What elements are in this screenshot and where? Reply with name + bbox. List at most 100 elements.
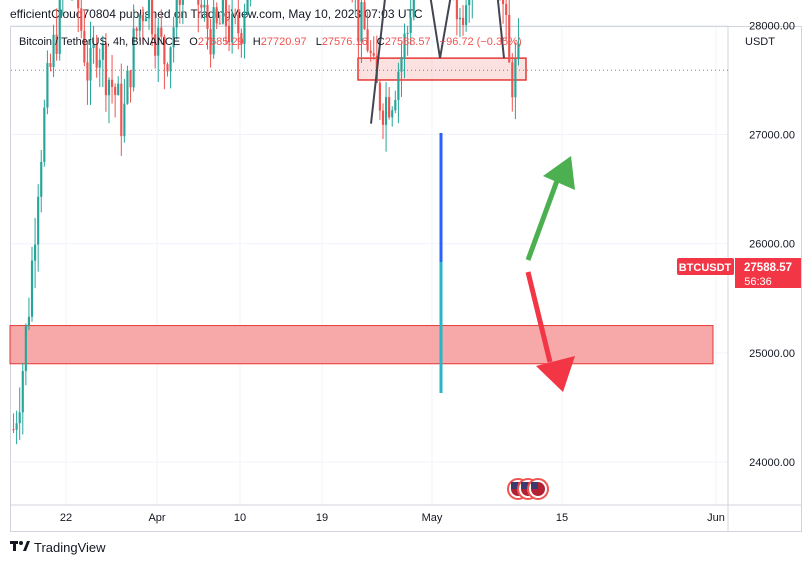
candle-body [98,59,101,68]
currency-label: USDT [745,36,775,48]
candle-body [147,0,151,19]
candle-body [209,28,212,55]
tradingview-logo-icon[interactable] [10,540,30,555]
candle-body [458,17,462,20]
x-tick-label: Apr [148,512,165,524]
candle-body [163,36,166,65]
x-tick-label: 22 [60,512,72,524]
x-tick-label: 19 [316,512,328,524]
candle-body [178,0,181,5]
candle-body [132,28,135,88]
support-zone [9,325,714,365]
y-tick-label: 26000.00 [749,239,795,251]
candle-body [86,62,89,81]
drawings [11,0,728,500]
candle-body [172,27,175,48]
chart-frame [10,26,802,532]
candle-body [384,97,388,125]
candle-body [391,110,394,118]
symbol-tag-label: BTCUSDT [679,262,732,274]
candle-body [397,71,400,101]
bullish-arrow-head [543,156,575,190]
open-value: 27685.29 [197,36,244,48]
y-tick-label: 27000.00 [749,130,795,142]
candle-body [461,17,465,26]
bearish-arrow-head [536,356,575,392]
candle-body [218,23,221,25]
time-axis: 22 Apr 10 19 May 15 Jun [60,512,725,524]
candle-body [215,7,218,24]
x-tick-label: 10 [234,512,246,524]
candle-body [508,14,511,63]
candle-body [110,79,114,87]
candle-body [501,0,505,5]
candle-body [406,32,409,34]
candle-body [203,4,206,8]
candle-body [517,43,520,59]
y-tick-label: 24000.00 [749,457,795,469]
y-tick-label: 25000.00 [749,348,795,360]
low-label: L [315,36,322,48]
candle-body [409,17,412,33]
symbol-label: Bitcoin / TetherUS, 4h, BINANCE [19,36,181,48]
candle-body [388,97,391,118]
candle-body [18,412,21,424]
high-value: 27720.97 [260,36,307,48]
close-value: 27588.57 [384,36,431,48]
candle-body [197,0,200,5]
candle-body [505,4,508,15]
candle-body [92,44,95,49]
candle-body [246,0,249,16]
countdown-label: 56:36 [744,276,772,288]
candle-body [227,25,231,43]
candle-body [169,47,172,72]
candle-body [160,27,163,37]
candle-body [357,0,360,42]
candle-body [224,0,228,26]
candle-body [123,103,126,137]
candle-body [107,79,111,96]
candle-body [89,48,92,81]
x-tick-label: 15 [556,512,568,524]
candle-body [21,371,24,413]
candle-body [49,63,52,68]
double-top-pattern [370,0,505,124]
candle-body [154,34,157,56]
candle-body [138,15,141,31]
candle-body [206,4,209,29]
candle-body [378,82,381,111]
candles [12,0,520,445]
candle-body [400,57,403,72]
high-label: H [252,36,261,48]
candle-body [144,18,148,22]
candle-body [77,0,80,9]
candle-body [114,86,117,95]
close-label: C [376,36,385,48]
bearish-arrow-shaft [525,271,553,363]
candle-body [129,70,132,88]
candle-body [117,83,120,95]
candle-body [27,316,31,326]
candle-body [181,0,184,5]
candle-body [243,15,246,45]
candle-body [240,33,243,45]
bullish-arrow-shaft [525,177,561,261]
footer: TradingView [10,540,106,555]
candle-body [514,58,517,98]
candle-body [126,70,129,104]
candle-body [58,0,61,54]
candle-body [104,43,107,96]
candle-body [157,27,160,56]
tradingview-brand[interactable]: TradingView [34,540,106,555]
candle-body [24,325,27,372]
candle-body [135,28,138,31]
us-flag-event-icon [531,482,538,489]
x-tick-label: May [422,512,443,524]
candle-body [403,33,406,58]
candle-body [468,0,471,6]
candle-body [83,30,86,63]
candle-body [37,196,40,245]
low-value: 27576.16 [321,36,368,48]
candle-body [412,0,415,18]
